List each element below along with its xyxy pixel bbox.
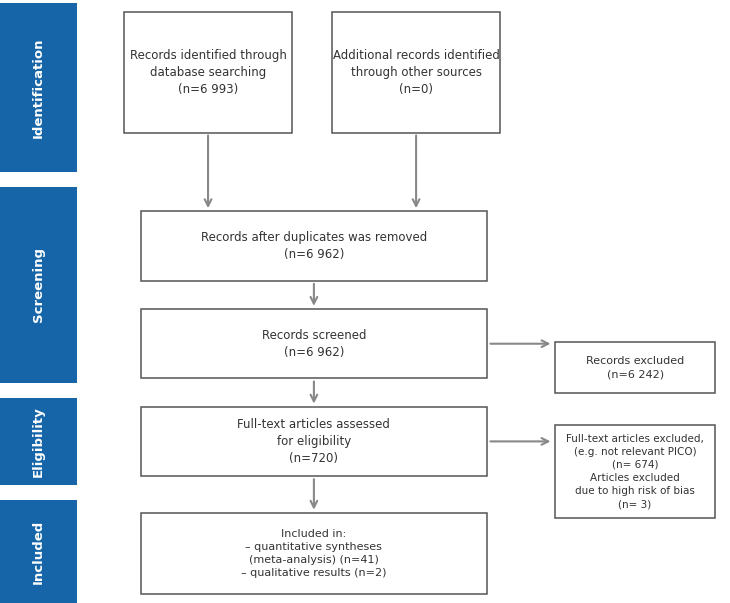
Bar [0,398,77,485]
Text: Records excluded
(n=6 242): Records excluded (n=6 242) [586,356,684,379]
Bar [332,12,500,133]
Text: Full-text articles assessed
for eligibility
(n=720): Full-text articles assessed for eligibil… [237,418,391,465]
Text: Screening: Screening [32,247,45,323]
Text: Included: Included [32,520,45,584]
Bar [555,425,715,518]
Text: Records after duplicates was removed
(n=6 962): Records after duplicates was removed (n=… [201,231,427,261]
Bar [140,211,488,281]
Text: Identification: Identification [32,37,45,137]
Bar [140,513,488,595]
Text: Included in:
– quantitative syntheses
(meta-analysis) (n=41)
– qualitative resul: Included in: – quantitative syntheses (m… [241,529,387,578]
Bar [0,500,77,603]
Bar [140,309,488,379]
Text: Records screened
(n=6 962): Records screened (n=6 962) [261,329,366,359]
Bar [140,406,488,476]
Bar [0,187,77,383]
Bar [555,342,715,393]
Text: Additional records identified
through other sources
(n=0): Additional records identified through ot… [333,49,499,96]
Text: Full-text articles excluded,
(e.g. not relevant PICO)
(n= 674)
Articles excluded: Full-text articles excluded, (e.g. not r… [566,434,704,510]
Text: Eligibility: Eligibility [32,406,45,477]
Bar [124,12,292,133]
Text: Records identified through
database searching
(n=6 993): Records identified through database sear… [130,49,286,96]
Bar [0,3,77,172]
